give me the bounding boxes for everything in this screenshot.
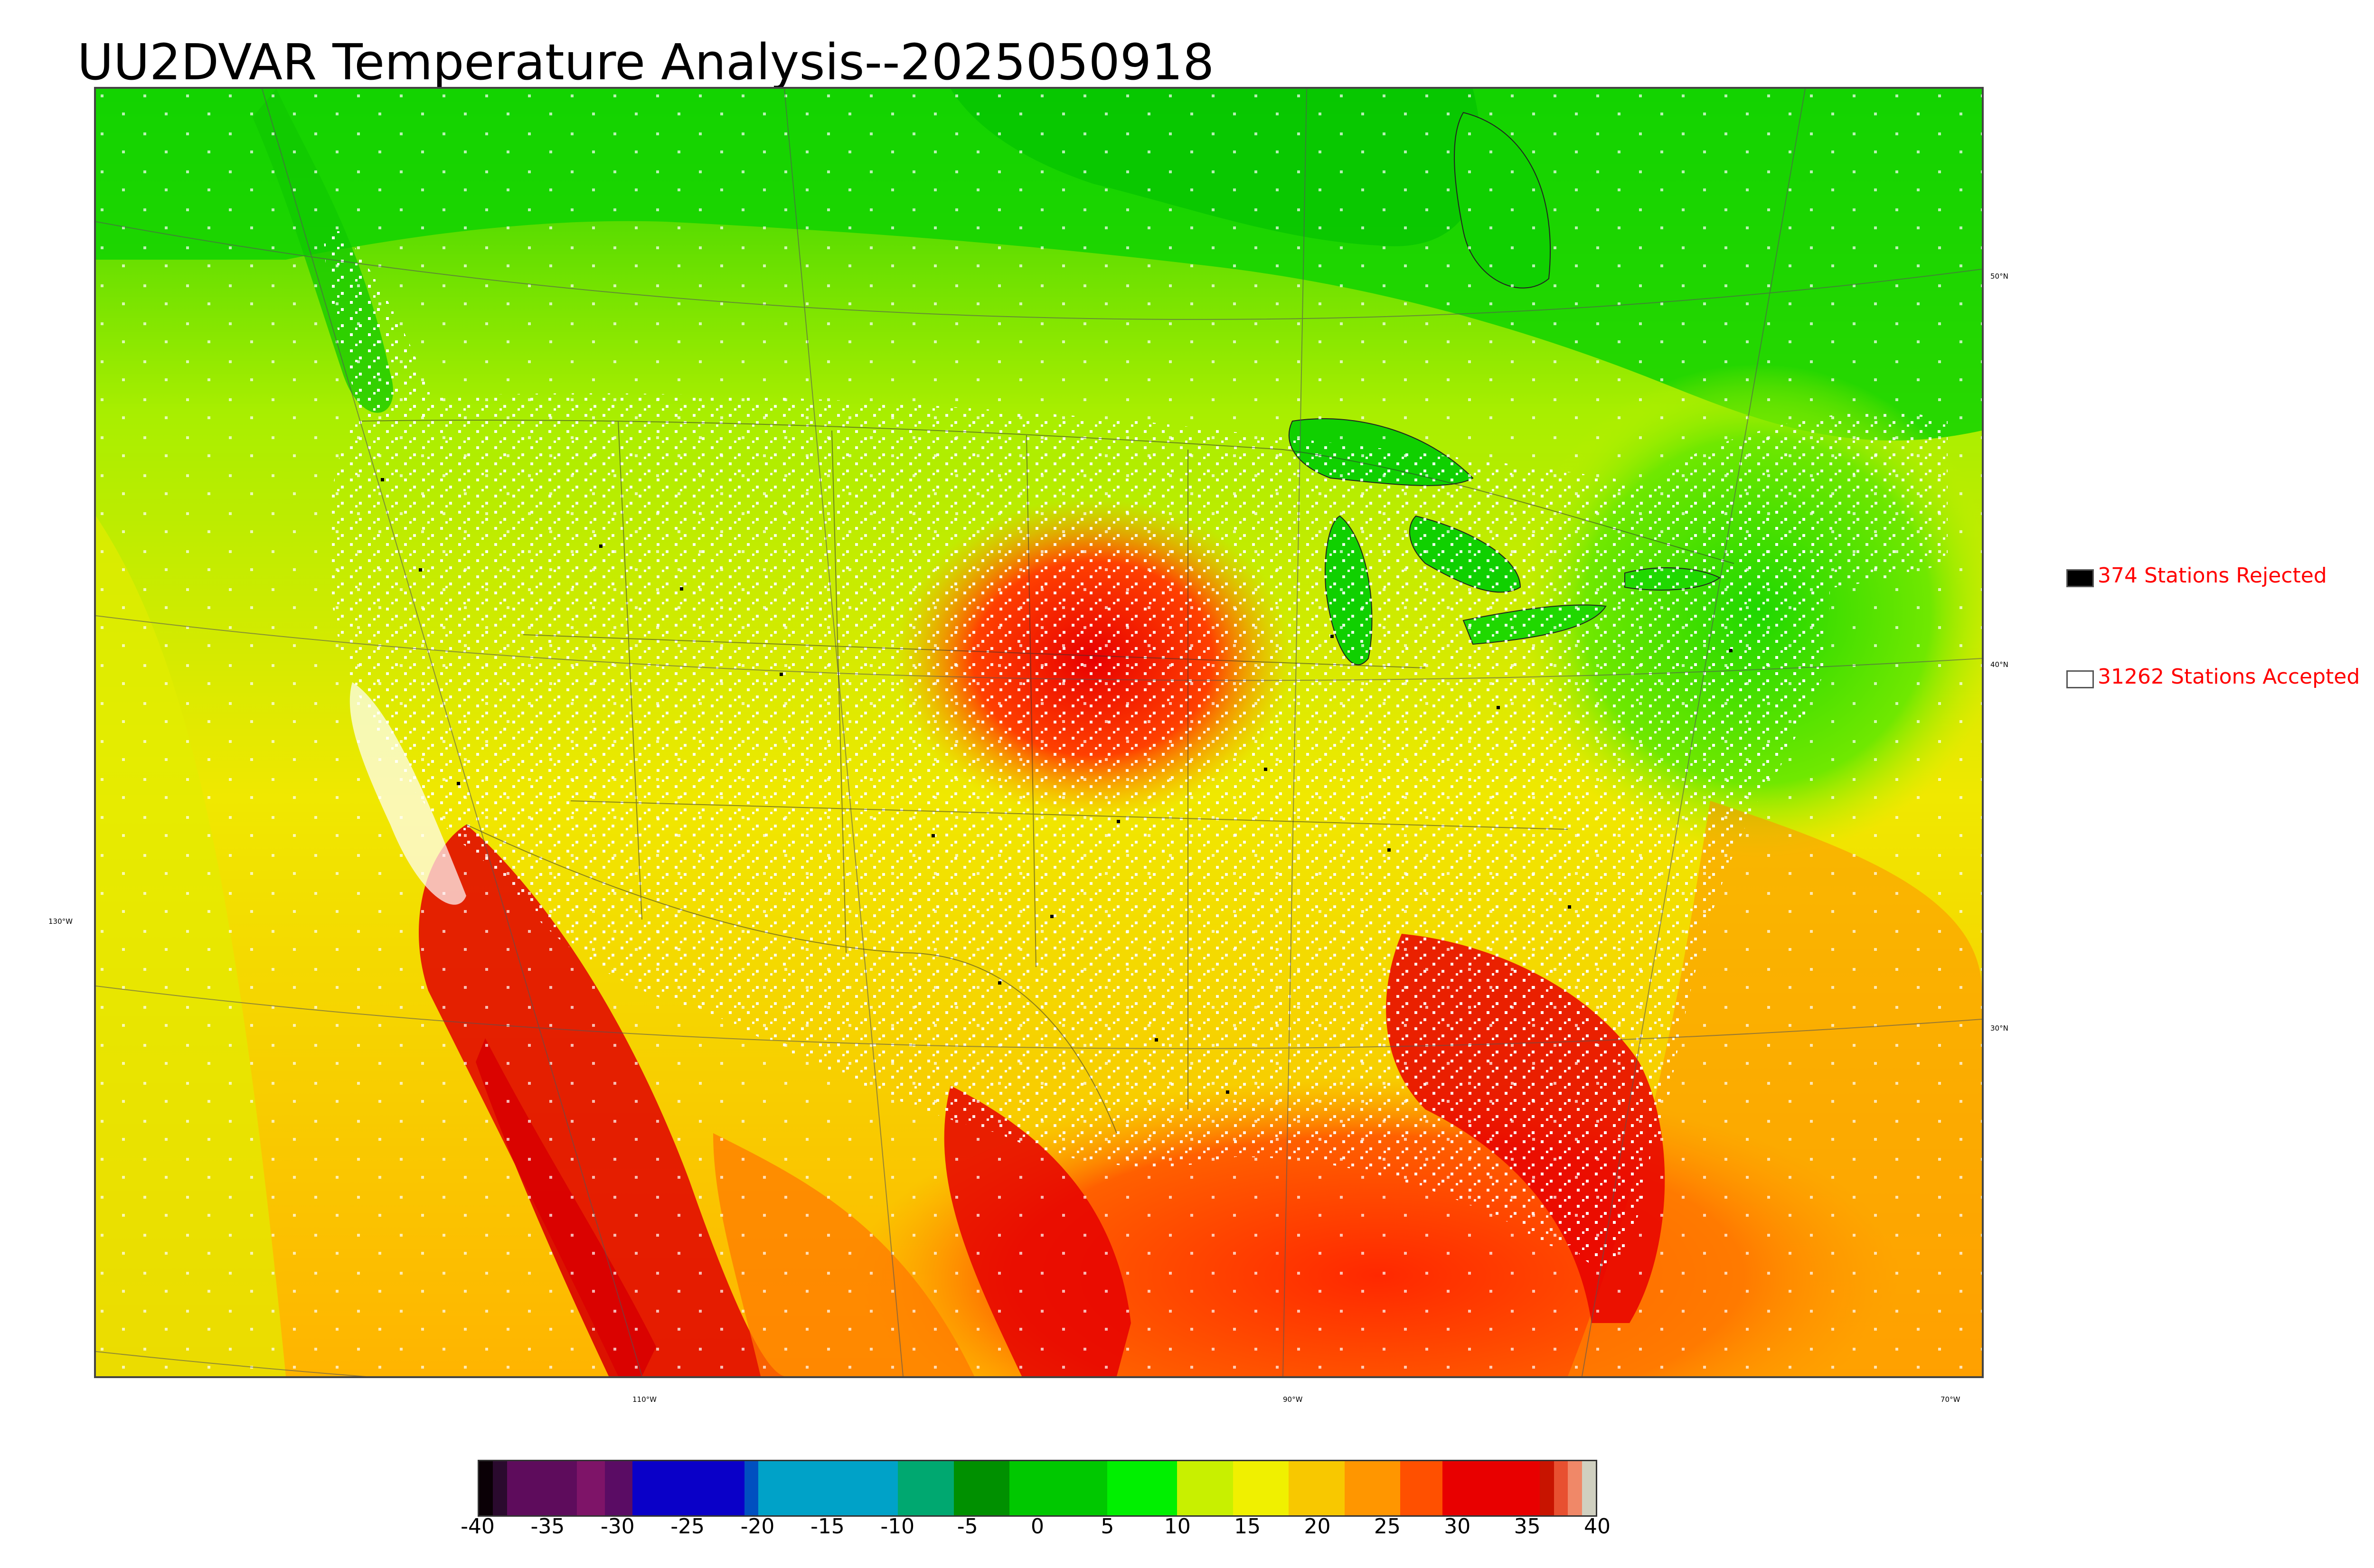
colorbar-segment <box>898 1461 954 1515</box>
colorbar-segment <box>953 1461 1010 1515</box>
accepted-swatch <box>2066 670 2094 688</box>
lon-label-70: 70°W <box>1941 1395 1960 1404</box>
colorbar-segment <box>479 1461 494 1515</box>
colorbar-segment <box>1400 1461 1443 1515</box>
colorbar-segment <box>507 1461 577 1515</box>
colorbar-segment <box>576 1461 605 1515</box>
colorbar-tick-label: -10 <box>880 1514 915 1539</box>
lon-label-130: 130°W <box>48 917 73 926</box>
colorbar-segment <box>1009 1461 1108 1515</box>
lon-label-90: 90°W <box>1283 1395 1303 1404</box>
rejected-count-label: 374 Stations Rejected <box>2098 563 2327 588</box>
colorbar-tick-label: 20 <box>1304 1514 1331 1539</box>
colorbar-tick-label: 15 <box>1234 1514 1261 1539</box>
colorbar-segment <box>632 1461 745 1515</box>
map-title: UU2DVAR Temperature Analysis--2025050918 <box>77 33 1215 91</box>
colorbar-tick-label: -5 <box>957 1514 978 1539</box>
lat-label-50: 50°N <box>1990 272 2008 281</box>
lat-label-40: 40°N <box>1990 660 2008 669</box>
colorbar-tick-label: 5 <box>1101 1514 1114 1539</box>
colorbar-tick-label: 0 <box>1031 1514 1044 1539</box>
colorbar-segment <box>1442 1461 1541 1515</box>
temperature-colorbar <box>478 1460 1597 1517</box>
colorbar-segment <box>493 1461 508 1515</box>
colorbar-segment <box>1554 1461 1569 1515</box>
colorbar-segment <box>1233 1461 1290 1515</box>
colorbar-tick-label: 30 <box>1444 1514 1471 1539</box>
lon-label-110: 110°W <box>632 1395 657 1404</box>
colorbar-tick-label: -15 <box>810 1514 845 1539</box>
colorbar-segments <box>479 1461 1596 1515</box>
colorbar-tick-label: -20 <box>740 1514 775 1539</box>
rejected-swatch <box>2066 569 2094 587</box>
colorbar-tick-label: 40 <box>1584 1514 1611 1539</box>
colorbar-segment <box>1107 1461 1178 1515</box>
lat-label-30: 30°N <box>1990 1024 2008 1033</box>
colorbar-tick-label: -25 <box>670 1514 705 1539</box>
accepted-count-label: 31262 Stations Accepted <box>2098 665 2360 689</box>
colorbar-tick-label: -40 <box>461 1514 495 1539</box>
temperature-map: 50°N 40°N 30°N 130°W 110°W 90°W 70°W <box>48 87 2008 1404</box>
colorbar-segment <box>744 1461 759 1515</box>
colorbar-segment <box>1568 1461 1583 1515</box>
colorbar-tick-label: 10 <box>1164 1514 1191 1539</box>
colorbar-tick-label: -30 <box>600 1514 635 1539</box>
colorbar-segment <box>1540 1461 1554 1515</box>
colorbar-segment <box>1177 1461 1234 1515</box>
colorbar-segment <box>758 1461 899 1515</box>
colorbar-segment <box>604 1461 633 1515</box>
colorbar-segment <box>1344 1461 1401 1515</box>
colorbar-segment <box>1582 1461 1596 1515</box>
colorbar-tick-label: 25 <box>1374 1514 1401 1539</box>
temperature-field <box>96 89 1982 1376</box>
colorbar-segment <box>1289 1461 1345 1515</box>
colorbar-tick-label: -35 <box>530 1514 565 1539</box>
colorbar-tick-label: 35 <box>1514 1514 1541 1539</box>
